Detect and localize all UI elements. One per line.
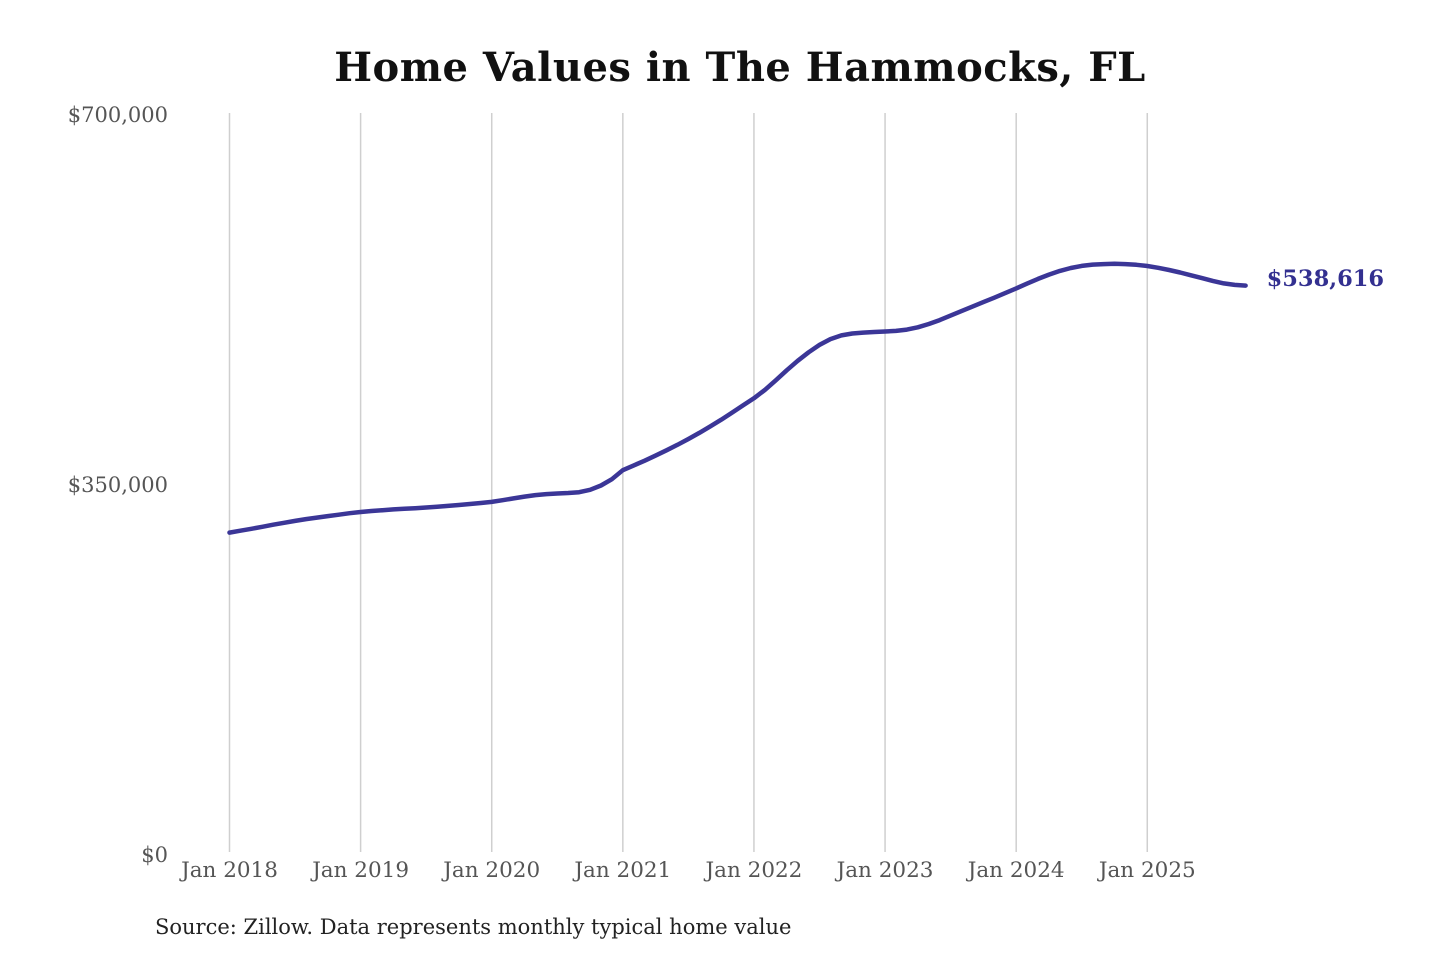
x-tick-label: Jan 2022: [705, 858, 803, 883]
home-value-line: [227, 261, 1248, 535]
x-tick-label: Jan 2025: [1098, 858, 1196, 883]
x-tick-label: Jan 2024: [967, 858, 1065, 883]
x-tick-label: Jan 2023: [836, 858, 934, 883]
chart-title: Home Values in The Hammocks, FL: [334, 44, 1146, 91]
y-tick-label: $350,000: [67, 473, 168, 497]
x-tick-label: Jan 2021: [574, 858, 672, 883]
x-tick-label: Jan 2020: [443, 858, 541, 883]
x-tick-label: Jan 2019: [312, 858, 410, 883]
y-tick-label: $0: [141, 843, 168, 867]
y-tick-label: $700,000: [67, 103, 168, 127]
latest-value-label: $538,616: [1266, 265, 1385, 292]
x-tick-label: Jan 2018: [181, 858, 278, 883]
source-note: Source: Zillow. Data represents monthly …: [155, 915, 792, 939]
